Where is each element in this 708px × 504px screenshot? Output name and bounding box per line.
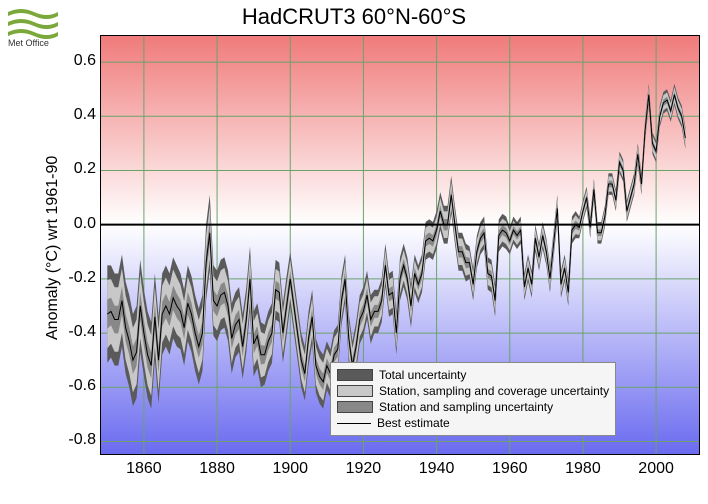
y-tick: 0.4 (56, 106, 96, 124)
x-tick: 1900 (270, 460, 310, 478)
legend-item: Best estimate (337, 415, 609, 431)
legend-swatch (337, 385, 373, 397)
y-tick: 0.6 (56, 52, 96, 70)
y-axis-label: Anomaly (°C) wrt 1961-90 (44, 156, 62, 340)
legend: Total uncertainty Station, sampling and c… (330, 362, 616, 436)
y-tick: -0.8 (56, 431, 96, 449)
legend-label: Best estimate (377, 416, 450, 430)
legend-label: Total uncertainty (379, 368, 466, 382)
logo-text: Met Office (8, 38, 49, 48)
legend-label: Station, sampling and coverage uncertain… (379, 384, 609, 398)
legend-swatch (337, 423, 371, 424)
x-tick: 1920 (343, 460, 383, 478)
x-tick: 1960 (490, 460, 530, 478)
chart-title: HadCRUT3 60°N-60°S (0, 4, 708, 30)
legend-item: Station, sampling and coverage uncertain… (337, 383, 609, 399)
y-tick: -0.6 (56, 377, 96, 395)
legend-label: Station and sampling uncertainty (379, 400, 553, 414)
y-tick: 0.0 (56, 215, 96, 233)
x-tick: 1860 (124, 460, 164, 478)
y-tick: -0.4 (56, 323, 96, 341)
legend-swatch (337, 369, 373, 381)
legend-item: Total uncertainty (337, 367, 609, 383)
y-tick: 0.2 (56, 160, 96, 178)
x-tick: 1940 (417, 460, 457, 478)
legend-swatch (337, 401, 373, 413)
y-tick: -0.2 (56, 269, 96, 287)
x-tick: 1880 (197, 460, 237, 478)
x-tick: 1980 (563, 460, 603, 478)
x-tick: 2000 (636, 460, 676, 478)
legend-item: Station and sampling uncertainty (337, 399, 609, 415)
